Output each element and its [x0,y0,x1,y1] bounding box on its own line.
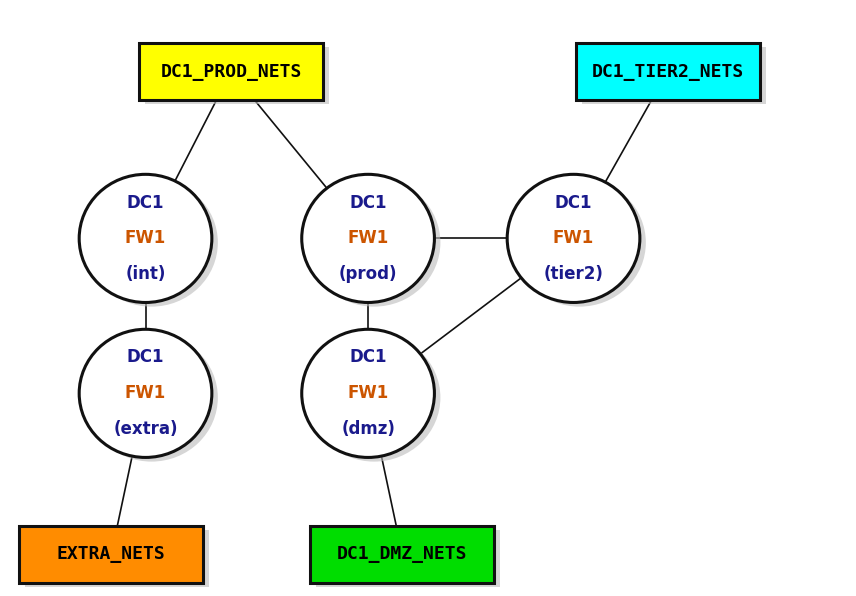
Text: FW1: FW1 [348,229,389,247]
Ellipse shape [507,175,640,303]
Text: FW1: FW1 [553,229,594,247]
Text: DC1: DC1 [127,194,164,212]
Text: DC1: DC1 [127,349,164,367]
Text: (int): (int) [125,265,166,283]
FancyBboxPatch shape [582,48,765,104]
Ellipse shape [86,179,217,307]
Text: (extra): (extra) [113,420,178,438]
FancyBboxPatch shape [316,530,500,586]
Text: (prod): (prod) [339,265,397,283]
Text: DC1: DC1 [349,194,387,212]
Text: (tier2): (tier2) [544,265,603,283]
Ellipse shape [301,175,434,303]
Text: DC1: DC1 [349,349,387,367]
Ellipse shape [79,175,212,303]
Ellipse shape [86,334,217,461]
Ellipse shape [307,179,440,307]
Text: DC1: DC1 [555,194,592,212]
FancyBboxPatch shape [575,44,759,100]
Text: DC1_DMZ_NETS: DC1_DMZ_NETS [337,545,467,563]
Text: DC1_PROD_NETS: DC1_PROD_NETS [160,63,302,80]
Text: DC1_TIER2_NETS: DC1_TIER2_NETS [591,63,744,80]
FancyBboxPatch shape [139,44,324,100]
Ellipse shape [301,329,434,458]
Text: EXTRA_NETS: EXTRA_NETS [56,545,166,563]
FancyBboxPatch shape [26,530,209,586]
FancyBboxPatch shape [310,526,495,583]
Text: FW1: FW1 [125,229,166,247]
Text: FW1: FW1 [348,384,389,402]
FancyBboxPatch shape [20,526,203,583]
FancyBboxPatch shape [146,48,330,104]
Text: (dmz): (dmz) [342,420,395,438]
Text: FW1: FW1 [125,384,166,402]
Ellipse shape [79,329,212,458]
Ellipse shape [514,179,646,307]
Ellipse shape [307,334,440,461]
